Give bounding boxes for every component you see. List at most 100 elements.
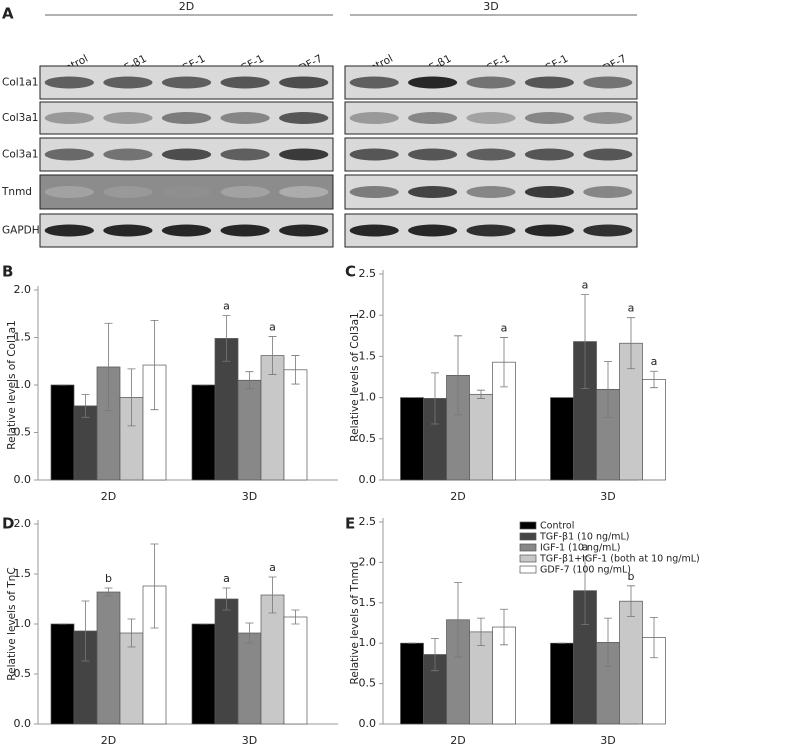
error-bar (222, 587, 231, 611)
bar (283, 616, 308, 725)
blot-band (44, 148, 94, 161)
x-tick-label: 3D (600, 490, 615, 503)
y-tick-label: 0.5 (359, 677, 377, 690)
blot-band (220, 148, 270, 161)
y-axis-label: Relative levels of Tnmd (349, 562, 361, 685)
legend-label: TGF-β1 (10 ng/mL) (539, 532, 630, 543)
bar (50, 384, 75, 481)
blot-band (524, 186, 574, 198)
group-label: 2D (179, 0, 194, 13)
error-bar (150, 543, 159, 629)
blot-band (44, 76, 94, 89)
error-bar (127, 368, 136, 427)
blot-band (349, 76, 399, 89)
group-label: 3D (483, 0, 498, 13)
error-bar (431, 637, 439, 672)
blot-band (220, 76, 270, 89)
significance-label: a (223, 300, 230, 313)
error-bar (127, 618, 136, 648)
blot-band (408, 148, 458, 161)
legend-swatch (519, 565, 537, 574)
bar (619, 600, 643, 725)
y-tick-label: 0.0 (14, 717, 32, 730)
y-tick-label: 0.5 (14, 426, 32, 439)
y-tick-label: 1.0 (359, 391, 377, 404)
error-bar (581, 294, 589, 389)
x-tick-label: 3D (242, 734, 257, 747)
bar (550, 397, 574, 481)
error-bar (150, 320, 159, 411)
row-label: GAPDH (2, 225, 40, 237)
blot-band (583, 112, 633, 124)
blot-band (408, 186, 458, 198)
blot-band (349, 224, 399, 237)
error-bar (245, 622, 254, 644)
blot-band (349, 112, 399, 124)
blot-band (279, 112, 329, 124)
legend-label: GDF-7 (100 ng/mL) (540, 565, 631, 576)
significance-label: b (628, 570, 635, 583)
significance-label: a (269, 321, 276, 334)
panel-letter: C (345, 263, 356, 281)
y-tick-label: 0.5 (359, 432, 377, 445)
blot-band (44, 112, 94, 124)
error-bar (222, 315, 231, 362)
significance-label: a (582, 541, 589, 554)
error-bar (268, 576, 277, 614)
blot-band (583, 186, 633, 198)
blot-band (279, 186, 329, 198)
y-tick-label: 2.5 (359, 267, 377, 280)
significance-label: a (651, 355, 658, 368)
error-bar (627, 317, 635, 370)
y-tick-label: 0.0 (359, 717, 377, 730)
y-tick-label: 2.5 (359, 515, 377, 528)
blot-band (220, 224, 270, 237)
blot-band (103, 148, 153, 161)
legend-swatch (519, 543, 537, 552)
error-bar (268, 336, 277, 375)
blot-band (349, 186, 399, 198)
y-tick-label: 2.0 (359, 308, 377, 321)
y-tick-label: 1.0 (14, 378, 32, 391)
y-tick-label: 0.5 (14, 667, 32, 680)
blot-band (279, 76, 329, 89)
legend-swatch (519, 554, 537, 563)
x-tick-label: 2D (450, 734, 465, 747)
bar (400, 397, 424, 481)
y-tick-label: 0.0 (359, 473, 377, 486)
legend-label: IGF-1 (10 ng/mL) (540, 543, 620, 554)
blot-band (161, 148, 212, 161)
error-bar (81, 600, 90, 662)
error-bar (245, 371, 254, 390)
y-tick-label: 1.0 (359, 636, 377, 649)
bar (469, 393, 493, 481)
blot-band (524, 112, 574, 124)
y-axis-label: Relative levels of Col3a1 (349, 312, 361, 441)
error-bar (500, 337, 508, 388)
blot-band (279, 224, 329, 237)
y-tick-label: 1.5 (359, 596, 377, 609)
error-bar (454, 582, 462, 658)
error-bar (477, 617, 485, 647)
bar (283, 369, 308, 481)
x-tick-label: 3D (600, 734, 615, 747)
panel-letter: A (2, 5, 14, 23)
error-bar (431, 372, 439, 425)
bar (642, 379, 666, 481)
blot-band (161, 76, 212, 89)
row-label: Col1a1 (2, 77, 38, 89)
y-tick-label: 2.0 (359, 555, 377, 568)
blot-band (524, 148, 574, 161)
bar (550, 642, 574, 725)
legend-swatch (519, 532, 537, 541)
blot-band (44, 186, 94, 198)
bar (191, 623, 216, 725)
error-bar (604, 617, 612, 668)
blot-band (524, 224, 574, 237)
bar (260, 594, 285, 725)
y-tick-label: 2.0 (14, 283, 32, 296)
blot-band (583, 224, 633, 237)
error-bar (104, 322, 113, 412)
y-tick-label: 1.5 (14, 331, 32, 344)
